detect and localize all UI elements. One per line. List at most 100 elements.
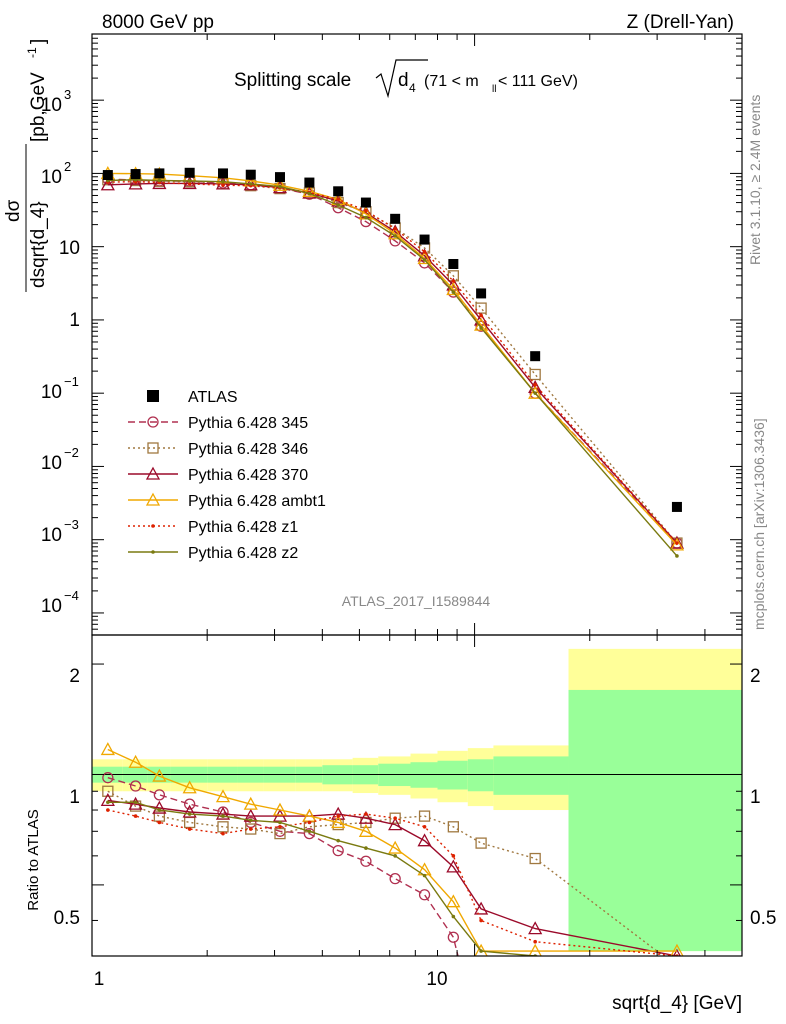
analysis-watermark: ATLAS_2017_I1589844 [342, 593, 491, 609]
ratio-series-point [451, 854, 456, 858]
atlas-data-point [274, 172, 285, 183]
legend-entry-ambt1: Pythia 6.428 ambt1 [128, 492, 326, 510]
atlas-data-point [360, 197, 371, 208]
ylabel-units-end: ] [28, 39, 49, 44]
x-axis-label: sqrt{d_4} [GeV] [612, 993, 742, 1014]
atlas-data-point [448, 258, 459, 269]
ratio-series-point [153, 789, 166, 801]
ratio-series-point [278, 825, 282, 829]
ratio-series-point [332, 844, 344, 857]
ratio-series-point [331, 806, 346, 820]
ratio-series-point [670, 943, 684, 956]
y-axis-label-ratio: Ratio to ATLAS [25, 809, 42, 910]
ratio-series-point [184, 798, 196, 810]
top-series-point [182, 176, 197, 190]
ratio-series-point [106, 808, 110, 812]
ylabel-units: [pb,GeV [28, 72, 49, 142]
legend-label-346: Pythia 6.428 346 [188, 441, 308, 458]
ratio-series-point [102, 772, 114, 784]
ratio-series-point [152, 800, 167, 814]
atlas-data-point [390, 213, 401, 224]
ratio-series-point [389, 873, 401, 885]
ratio-series-point [336, 814, 340, 818]
legend-label-ambt1: Pythia 6.428 ambt1 [188, 493, 326, 510]
top-series-point [100, 177, 115, 191]
y-tick-label-1e-1: 10 [41, 382, 62, 403]
legend-label-atlas: ATLAS [188, 389, 238, 406]
ratio-series-point [129, 780, 142, 792]
ratio-series-point [248, 818, 253, 823]
ratio-series-point [447, 931, 459, 943]
atlas-data-point [130, 169, 141, 180]
ratio-series-point [533, 939, 537, 944]
ratio-series-point [221, 814, 225, 818]
top-series-point [533, 383, 537, 387]
legend-label-370: Pythia 6.428 370 [188, 467, 308, 484]
title-prefix: Splitting scale [234, 70, 351, 91]
top-series-point [528, 385, 543, 399]
top-series-point [248, 182, 253, 186]
atlas-data-point [419, 234, 430, 245]
ratio-series-point [675, 964, 679, 968]
ratio-series-point [417, 833, 432, 847]
ratio-series-point [475, 837, 487, 849]
top-series-point [221, 179, 225, 184]
ratio-series-point [128, 754, 143, 768]
ratio-series-point [215, 806, 231, 820]
atlas-data-point [184, 167, 195, 178]
legend-marker-atlas [147, 390, 159, 402]
ratio-series-line [107, 777, 459, 956]
legend: ATLAS Pythia 6.428 345 Pythia 6.428 346 … [128, 389, 326, 562]
legend-marker-shape [151, 524, 155, 528]
y-tick-exp-1e-1: −1 [64, 374, 79, 389]
legend-marker-z2 [128, 550, 178, 554]
top-series-point [675, 541, 679, 545]
ratio-series-point [102, 785, 114, 797]
ratio-series-point [133, 814, 138, 818]
ratio-panel-frame [91, 634, 743, 957]
title-symbol: d [398, 70, 409, 91]
ratio-series-point [157, 820, 162, 825]
y-tick-label-1: 1 [69, 310, 80, 331]
top-series-point [422, 258, 427, 262]
band-inner-bin [568, 689, 742, 952]
title-range-end: < 111 GeV) [498, 73, 578, 90]
band-inner-bin [437, 760, 468, 790]
band-inner-bin [410, 762, 438, 788]
ratio-series-point [157, 808, 162, 812]
ratio-series-point [331, 815, 346, 829]
atlas-data-point [671, 501, 682, 512]
sqrt-symbol-icon [375, 59, 428, 99]
ylabel-denominator: dsqrt{d_4} [28, 201, 49, 288]
ratio-series-point [364, 846, 368, 850]
y-tick-label-1e-4: 10 [41, 596, 62, 617]
atlas-data-point [476, 288, 487, 299]
y-tick-label-1e2: 10 [41, 167, 62, 188]
top-series-point [187, 179, 192, 183]
ratio-series-point [358, 810, 374, 824]
top-series-point [393, 227, 397, 231]
top-series-point [187, 182, 192, 186]
ratio-series-point [187, 812, 192, 816]
ratio-series-point [422, 825, 427, 829]
legend-entry-346: Pythia 6.428 346 [128, 441, 308, 458]
top-series-point [307, 191, 312, 196]
top-series-point [364, 208, 368, 213]
top-series-point [221, 183, 225, 188]
top-series-point [393, 234, 397, 238]
header-left: 8000 GeV pp [102, 12, 214, 33]
ratio-series-point [187, 827, 192, 831]
legend-marker-ambt1 [128, 492, 178, 506]
ratio-series-point [528, 943, 542, 956]
ratio-series-point [307, 829, 312, 834]
legend-label-z2: Pythia 6.428 z2 [188, 545, 298, 562]
ylabel-units-sup: -1 [25, 47, 39, 58]
ratio-series-point [100, 793, 115, 807]
ratio-series-point [100, 742, 115, 756]
ratio-series-point [388, 840, 403, 854]
y-axis-label-top: dσ dsqrt{d_4} [pb,GeV -1 ] [3, 39, 49, 292]
legend-entry-z1: Pythia 6.428 z1 [128, 519, 298, 536]
ratio-series-point [243, 796, 258, 810]
ratio-series-point [336, 838, 340, 843]
ratio-series-point [418, 810, 431, 822]
